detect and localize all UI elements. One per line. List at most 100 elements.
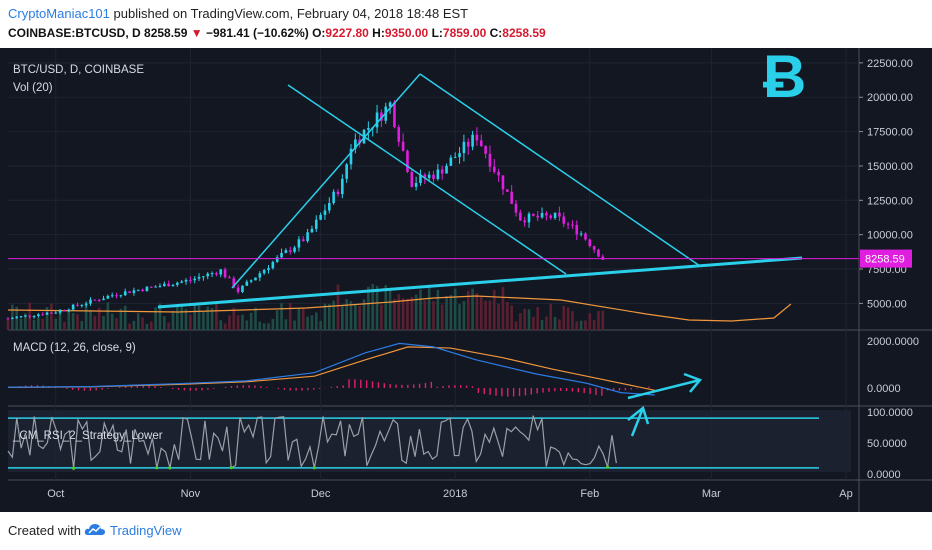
candle-body [184,279,188,282]
candle-body [306,232,309,242]
volume-bar [440,304,444,330]
volume-bar [458,304,461,330]
rsi-oversold-mark [155,466,159,470]
candle-body [84,303,88,305]
candle-body [41,314,45,316]
volume-bar [176,304,179,330]
volume-bar [167,322,170,330]
candle-body [393,102,396,128]
candle-body [149,286,153,288]
candle-body [440,169,444,174]
price-tick-label: 10000.00 [867,230,913,242]
volume-bar [597,311,600,330]
time-tick-label: 2018 [443,488,467,500]
volume-bar [110,313,114,330]
candle-body [119,295,123,297]
candle-body [45,312,49,315]
price-tick-label: 5000.00 [867,298,907,310]
candle-body [445,165,448,174]
author-link[interactable]: CryptoManiac101 [8,6,110,21]
candle-body [128,291,131,293]
price-tick-label: 17500.00 [867,127,913,139]
candle-body [484,146,487,154]
rsi-tick-label: 0.0000 [867,469,901,481]
high-value: 9350.00 [384,26,429,40]
candle-body [549,215,553,219]
volume-bar [475,293,479,330]
candle-body [414,182,418,187]
rsi-band [8,410,851,472]
candle-body [6,318,10,320]
volume-bar [202,311,205,330]
candle-body [210,273,214,275]
volume-bar [540,320,544,330]
candle-body [280,252,283,258]
volume-bar [232,307,236,330]
candle-body [380,112,383,121]
volume-bar [241,314,244,330]
candle-body [171,284,175,287]
tradingview-brand-link[interactable]: TradingView [110,523,182,538]
volume-bar [501,286,505,330]
volume-bar [288,302,292,330]
volume-bar [102,316,105,330]
last-price: 8258.59 [144,26,188,40]
volume-bar [236,315,240,330]
candle-body [284,250,288,253]
volume-bar [32,319,36,330]
candle-body [492,166,496,172]
volume-bar [497,303,500,330]
volume-bar [89,309,92,330]
volume-bar [158,303,162,330]
volume-bar [262,323,266,330]
candle-body [562,216,566,224]
candle-body [189,279,192,281]
volume-bar [293,320,296,330]
candle-body [15,316,18,319]
candle-body [197,277,201,279]
volume-bar [327,304,331,330]
chart-area[interactable]: 22500.00 20000.00 17500.00 15000.00 12500.00… [0,48,932,512]
candle-body [536,215,540,218]
candle-body [558,212,561,217]
candle-body [453,157,457,159]
candle-body [462,141,466,154]
volume-bar [553,317,557,330]
volume-bar [349,301,353,330]
volume-bar [145,323,149,330]
volume-bar [258,321,262,330]
volume-bar [336,284,340,330]
candle-body [301,239,305,242]
volume-bar [592,320,596,330]
volume-bar [562,306,566,330]
volume-bar [488,300,492,330]
macd-signal-line [7,346,655,391]
volume-bar [510,305,513,330]
up-arrow-annotation [627,378,701,400]
candle-body [241,285,244,292]
volume-bar [76,314,79,330]
volume-bar [536,307,540,330]
volume-bar [97,307,101,330]
candle-body [553,212,557,219]
ohlc-legend: COINBASE:BTCUSD, D 8258.59 ▼ −981.41 (−1… [8,26,546,40]
candle-body [80,304,84,306]
candle-body [136,289,140,291]
volume-bar [427,286,431,330]
volume-bar [393,298,396,330]
candle-body [97,299,101,301]
volume-bar [119,308,123,330]
candle-body [11,318,14,320]
candle-body [267,268,270,270]
tradingview-cloud-icon [84,524,105,535]
volume-bar [432,301,435,330]
volume-bar [132,320,136,330]
candle-body [432,174,435,180]
volume-bar [54,318,58,330]
volume-ma-line [7,295,792,322]
volume-bar [280,303,283,330]
candle-body [180,281,183,283]
volume-bar [358,305,361,330]
volume-bar [558,319,561,330]
candle-body [401,141,405,151]
